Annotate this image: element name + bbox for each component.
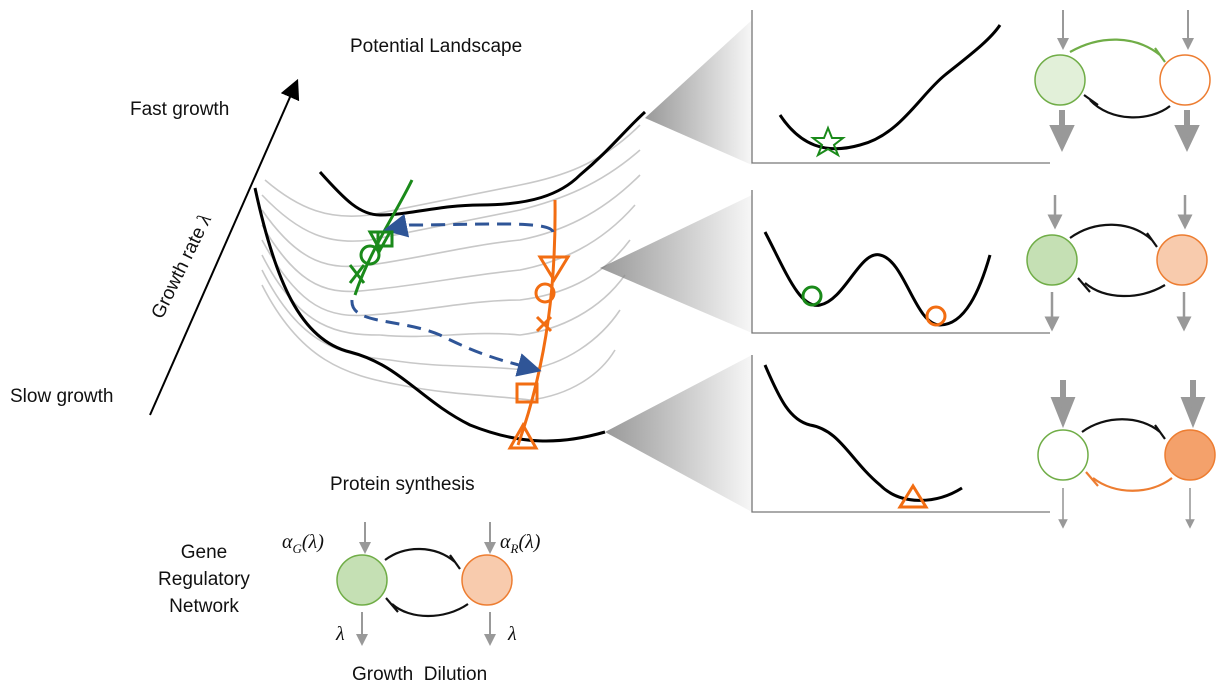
dilution-r: λ [507,623,517,645]
axis-label: Growth rate λ [147,210,217,322]
grn-line: Network [169,596,239,617]
networks-right [1027,10,1215,524]
fast-label: Fast growth [130,99,229,120]
grn-line: Gene [181,542,227,563]
title: Potential Landscape [350,36,522,57]
alpha-r: αR(λ) [500,531,541,556]
protein-label: Protein synthesis [330,474,475,495]
dilution-g: λ [335,623,345,645]
panels [600,10,1050,512]
alpha-g: αG(λ) [282,531,324,556]
grn-line: Regulatory [158,569,250,590]
landscape [255,112,645,448]
figure: Potential Landscape Fast growth Slow gro… [0,0,1216,690]
dilution-label: Growth Dilution [352,664,487,685]
network-bottom: αG(λ) αR(λ) λ λ Growth Dilution [282,522,541,685]
slow-label: Slow growth [10,386,114,407]
